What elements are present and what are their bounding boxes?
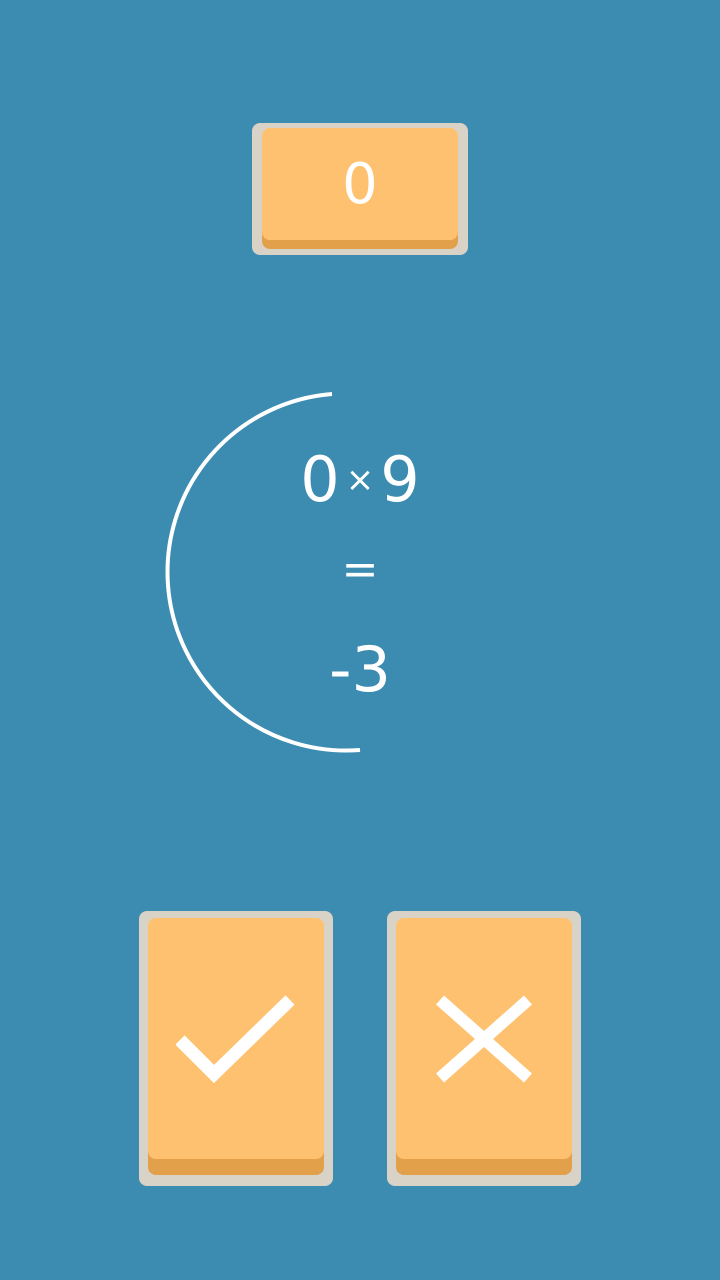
score-value: 0	[342, 151, 378, 217]
cross-icon	[434, 994, 534, 1084]
right-operand: 9	[380, 443, 420, 516]
equation-expression: 0 ×9	[260, 440, 460, 520]
correct-button[interactable]	[148, 918, 324, 1159]
timer-progress	[165, 392, 361, 753]
score-display: 0	[262, 128, 458, 240]
wrong-button[interactable]	[396, 918, 572, 1159]
check-icon	[176, 994, 296, 1084]
equals-sign: =	[341, 544, 379, 595]
multiply-operator: ×	[345, 460, 375, 500]
left-operand: 0	[300, 443, 340, 516]
equation-result: -3	[329, 633, 391, 706]
timer-arc	[165, 392, 361, 753]
